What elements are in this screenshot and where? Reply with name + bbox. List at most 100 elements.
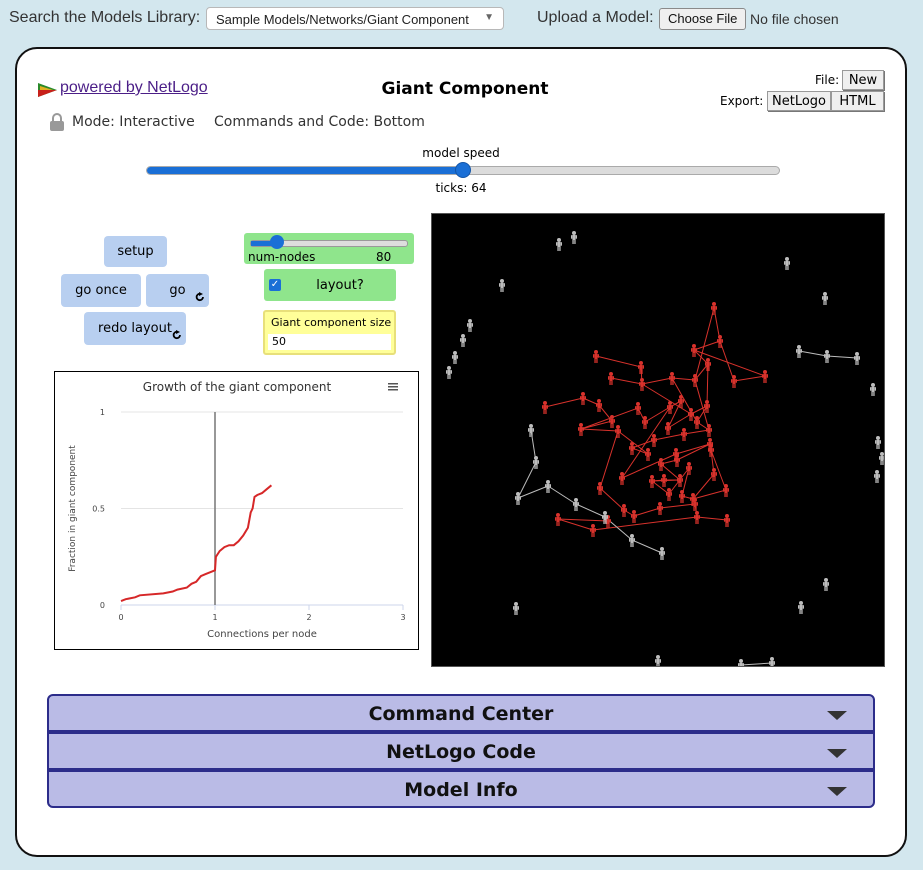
go-button[interactable]: go — [146, 274, 209, 307]
giant-node-person-icon — [711, 302, 717, 315]
lock-icon[interactable] — [49, 112, 65, 132]
export-netlogo-button[interactable]: NetLogo — [767, 91, 831, 111]
giant-link — [696, 405, 708, 423]
giant-node-person-icon — [694, 416, 700, 429]
network-link — [826, 355, 858, 359]
giant-node-person-icon — [706, 424, 712, 437]
monitor-label: Giant component size — [271, 316, 392, 329]
layout-checkbox[interactable]: ✓ — [269, 279, 281, 291]
giant-node-person-icon — [597, 482, 603, 495]
model-info-section[interactable]: Model Info — [47, 770, 875, 808]
giant-link — [706, 363, 709, 407]
giant-link — [681, 495, 694, 500]
go-forever-icon — [195, 292, 204, 302]
model-speed-thumb[interactable] — [455, 162, 471, 178]
commands-code-position[interactable]: Commands and Code: Bottom — [214, 114, 425, 130]
world-view[interactable] — [431, 213, 885, 672]
giant-node-person-icon — [666, 488, 672, 501]
x-tick-label: 3 — [400, 613, 405, 622]
giant-link — [693, 340, 721, 351]
go-once-button[interactable]: go once — [61, 274, 141, 307]
giant-link — [610, 377, 643, 385]
y-tick-label: 0.5 — [92, 505, 105, 514]
giant-node-person-icon — [638, 361, 644, 374]
node-person-icon — [854, 352, 860, 365]
y-tick-label: 0 — [100, 601, 105, 610]
giant-node-person-icon — [678, 395, 684, 408]
hamburger-icon[interactable] — [388, 383, 398, 391]
giant-node-person-icon — [619, 472, 625, 485]
setup-button-label: setup — [117, 244, 154, 259]
model-title: Giant Component — [381, 79, 549, 99]
export-html-button[interactable]: HTML — [831, 91, 884, 111]
giant-node-person-icon — [608, 372, 614, 385]
giant-link — [667, 413, 692, 429]
models-library-label: Search the Models Library: — [9, 9, 201, 26]
giant-link — [592, 516, 698, 531]
giant-link — [660, 463, 681, 481]
giant-node-person-icon — [555, 513, 561, 526]
netlogo-code-expand-icon — [827, 749, 847, 758]
node-person-icon — [875, 436, 881, 449]
giant-node-person-icon — [615, 425, 621, 438]
export-label: Export: — [720, 94, 764, 108]
giant-node-person-icon — [596, 399, 602, 412]
dropdown-arrow-icon: ▼ — [484, 12, 494, 23]
model-info-expand-icon — [827, 787, 847, 796]
upload-model-label: Upload a Model: — [537, 9, 654, 26]
giant-node-person-icon — [708, 444, 714, 457]
giant-link — [580, 420, 613, 430]
redo-layout-button[interactable]: redo layout — [84, 312, 186, 345]
x-tick-label: 2 — [306, 613, 311, 622]
node-person-icon — [499, 279, 505, 292]
netlogo-code-title: NetLogo Code — [386, 741, 536, 763]
giant-link — [641, 383, 692, 415]
layout-switch[interactable]: ✓ layout? — [264, 269, 396, 301]
giant-link — [557, 518, 594, 531]
giant-node-person-icon — [658, 458, 664, 471]
giant-node-person-icon — [649, 475, 655, 488]
giant-link — [671, 377, 696, 381]
setup-button[interactable]: setup — [104, 236, 167, 267]
giant-node-person-icon — [621, 504, 627, 517]
model-speed-label: model speed — [422, 146, 500, 160]
giant-link — [694, 379, 710, 431]
giant-node-person-icon — [677, 474, 683, 487]
node-person-icon — [769, 657, 775, 670]
giant-link — [675, 443, 711, 455]
giant-node-person-icon — [691, 344, 697, 357]
network-link — [547, 485, 577, 505]
giant-node-person-icon — [688, 408, 694, 421]
new-button[interactable]: New — [842, 70, 884, 90]
giant-link — [651, 480, 670, 495]
giant-node-person-icon — [705, 358, 711, 371]
giant-node-person-icon — [692, 498, 698, 511]
powered-by-netlogo-link[interactable]: powered by NetLogo — [60, 79, 208, 96]
giant-node-person-icon — [645, 448, 651, 461]
network-graph — [446, 231, 885, 672]
giant-node-person-icon — [686, 462, 692, 475]
command-center-section[interactable]: Command Center — [47, 694, 875, 732]
giant-link — [733, 375, 766, 382]
giant-node-person-icon — [578, 423, 584, 436]
giant-link — [653, 433, 685, 441]
node-person-icon — [573, 498, 579, 511]
giant-node-person-icon — [674, 454, 680, 467]
giant-link — [599, 430, 619, 489]
plot-title: Growth of the giant component — [143, 380, 332, 394]
node-person-icon — [629, 534, 635, 547]
num-nodes-slider[interactable]: num-nodes 80 — [244, 233, 414, 264]
giant-node-person-icon — [639, 378, 645, 391]
no-file-text: No file chosen — [750, 11, 839, 27]
giant-component-monitor: Giant component size 50 — [263, 310, 396, 355]
num-nodes-track[interactable] — [250, 240, 408, 247]
netlogo-code-section[interactable]: NetLogo Code — [47, 732, 875, 770]
num-nodes-thumb[interactable] — [269, 235, 284, 249]
choose-file-button[interactable]: Choose File — [659, 8, 747, 30]
num-nodes-value[interactable]: 80 — [376, 250, 392, 264]
giant-node-person-icon — [679, 490, 685, 503]
giant-node-person-icon — [723, 484, 729, 497]
models-library-select[interactable]: Sample Models/Networks/Giant Component ▼ — [206, 7, 504, 30]
giant-node-person-icon — [631, 510, 637, 523]
giant-link — [667, 400, 682, 429]
